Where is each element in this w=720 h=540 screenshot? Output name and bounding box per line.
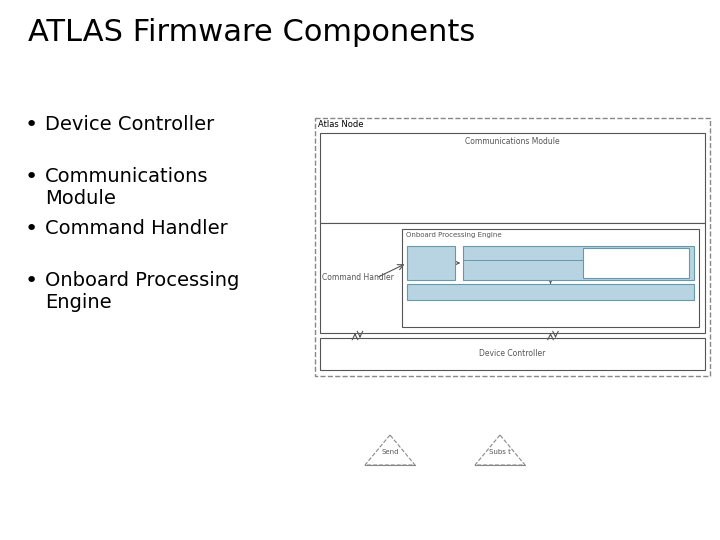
- Bar: [407, 284, 694, 300]
- Text: Execute Table: Execute Table: [467, 251, 515, 257]
- Bar: [407, 246, 455, 280]
- Text: Process Table: Process Table: [408, 260, 454, 266]
- Text: Communications Module: Communications Module: [465, 137, 560, 146]
- Text: Device Controller: Device Controller: [45, 115, 215, 134]
- Text: Onboard Processing Engine: Onboard Processing Engine: [406, 232, 502, 238]
- Bar: [315, 118, 710, 376]
- Text: Command Handler: Command Handler: [322, 273, 394, 282]
- Text: •: •: [25, 167, 38, 187]
- Text: Subs t: Subs t: [489, 449, 511, 455]
- Text: •: •: [25, 271, 38, 291]
- Text: •: •: [25, 115, 38, 135]
- Text: •: •: [25, 219, 38, 239]
- Text: Communications
Module: Communications Module: [45, 167, 209, 208]
- Bar: [320, 338, 705, 370]
- Bar: [463, 246, 694, 280]
- Bar: [583, 248, 689, 278]
- Text: Atlas Node: Atlas Node: [318, 120, 364, 129]
- Bar: [402, 229, 699, 327]
- Text: Process Execution Environment: Process Execution Environment: [495, 289, 606, 295]
- Text: Device Controller: Device Controller: [480, 349, 546, 359]
- Text: Command Handler: Command Handler: [45, 219, 228, 238]
- Text: Process
Scheduler: Process Scheduler: [621, 258, 652, 268]
- Bar: [320, 223, 705, 333]
- Text: Send: Send: [382, 449, 399, 455]
- Text: Onboard Processing
Engine: Onboard Processing Engine: [45, 271, 239, 312]
- Text: ATLAS Firmware Components: ATLAS Firmware Components: [28, 18, 475, 47]
- Bar: [320, 133, 705, 223]
